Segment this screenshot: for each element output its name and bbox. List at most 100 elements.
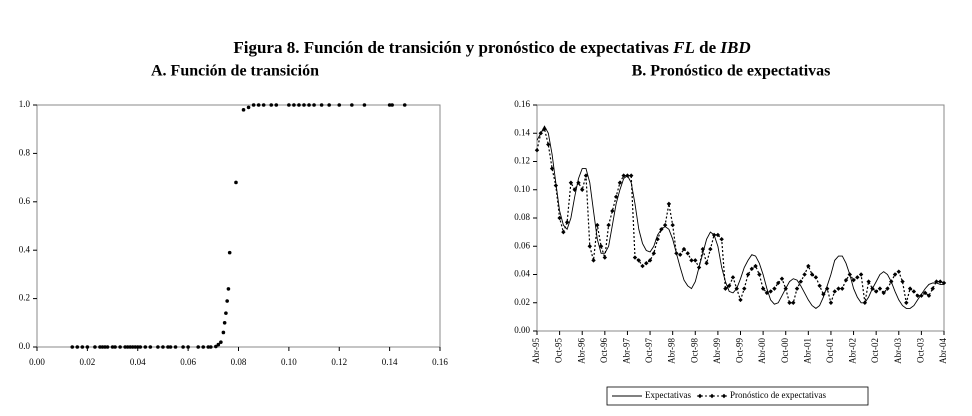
point [572, 187, 577, 192]
point [216, 342, 221, 347]
x-tick-label: Oct-02 [870, 338, 880, 363]
point [135, 345, 140, 349]
point [307, 103, 311, 107]
point [678, 252, 683, 257]
x-tick-label: Oct-01 [825, 338, 835, 363]
point [832, 289, 837, 294]
point [302, 103, 306, 107]
y-tick-label: 0.04 [514, 269, 530, 279]
point [881, 290, 886, 296]
plot-frame [36, 104, 441, 348]
point [689, 258, 694, 263]
point [708, 246, 713, 252]
series-line [536, 127, 945, 305]
point [110, 345, 115, 349]
point [700, 246, 706, 252]
point [297, 103, 301, 107]
point [534, 148, 540, 153]
y-tick-label: 0.6 [19, 196, 31, 206]
point [251, 103, 256, 107]
point [866, 279, 871, 284]
point [362, 103, 367, 107]
point [580, 187, 585, 192]
point [926, 293, 932, 298]
point [772, 286, 777, 291]
point [85, 345, 90, 349]
point [662, 222, 668, 228]
point [234, 180, 238, 185]
y-tick-label: 0.14 [514, 127, 530, 137]
point [246, 105, 251, 110]
x-tick-label: Oct-95 [554, 338, 564, 363]
point [186, 345, 190, 349]
point [855, 275, 860, 280]
point [568, 180, 574, 185]
x-tick-label: Oct-98 [689, 338, 699, 363]
legend-label: Pronóstico de expectativas [730, 390, 826, 400]
y-tick-label: 0.2 [19, 293, 30, 303]
point [896, 269, 901, 274]
point [219, 340, 223, 344]
x-tick-label: Abr-03 [893, 338, 903, 364]
legend-box [606, 386, 869, 406]
point [261, 103, 266, 107]
point [583, 173, 589, 178]
point [745, 272, 751, 277]
point [557, 215, 562, 221]
point [670, 222, 675, 228]
x-tick-label: Oct-96 [599, 338, 609, 363]
chart-title: A. Función de transición [151, 63, 319, 80]
x-tick-label: Abr-04 [938, 338, 948, 364]
point [287, 103, 291, 107]
point [598, 244, 604, 249]
y-tick-label: 0.0 [19, 341, 31, 351]
title-part: de [695, 38, 721, 57]
point [130, 345, 135, 349]
point [934, 279, 939, 284]
point [794, 286, 800, 291]
point [938, 279, 943, 284]
point [715, 232, 721, 238]
point [113, 345, 117, 349]
y-tick-label: 0.16 [514, 99, 530, 109]
point [387, 103, 392, 107]
x-tick-label: Abr-01 [802, 338, 812, 364]
point [148, 345, 153, 349]
point [836, 286, 841, 291]
point [546, 142, 551, 147]
point [779, 276, 785, 281]
point [128, 345, 132, 349]
point [885, 286, 890, 291]
x-tick-label: Oct-03 [915, 338, 925, 363]
point [538, 131, 543, 136]
point [256, 103, 261, 107]
x-tick-label: Abr-97 [622, 338, 632, 364]
point [274, 103, 279, 107]
point [738, 297, 743, 303]
point [206, 345, 211, 349]
point [161, 345, 165, 349]
x-tick-label: 0.12 [331, 357, 347, 367]
legend-marker [709, 393, 715, 399]
point [817, 283, 822, 288]
x-tick-label: Abr-98 [667, 338, 677, 364]
point [621, 173, 626, 178]
point [711, 232, 717, 238]
point [851, 277, 856, 283]
point [241, 108, 246, 112]
x-tick-label: Abr-02 [848, 338, 858, 364]
chart-title: B. Pronóstico de expectativas [632, 63, 831, 80]
point [617, 180, 623, 185]
y-tick-label: 0.02 [514, 297, 530, 307]
point [813, 275, 819, 280]
point [870, 286, 875, 291]
point [843, 277, 849, 283]
x-tick-label: Oct-97 [644, 338, 654, 363]
point [103, 345, 107, 349]
legend-label: Expectativas [645, 390, 691, 400]
series-line [536, 125, 944, 309]
point [647, 258, 653, 263]
point [553, 183, 559, 188]
x-tick-label: 0.14 [382, 357, 398, 367]
x-tick-label: 0.04 [130, 357, 146, 367]
